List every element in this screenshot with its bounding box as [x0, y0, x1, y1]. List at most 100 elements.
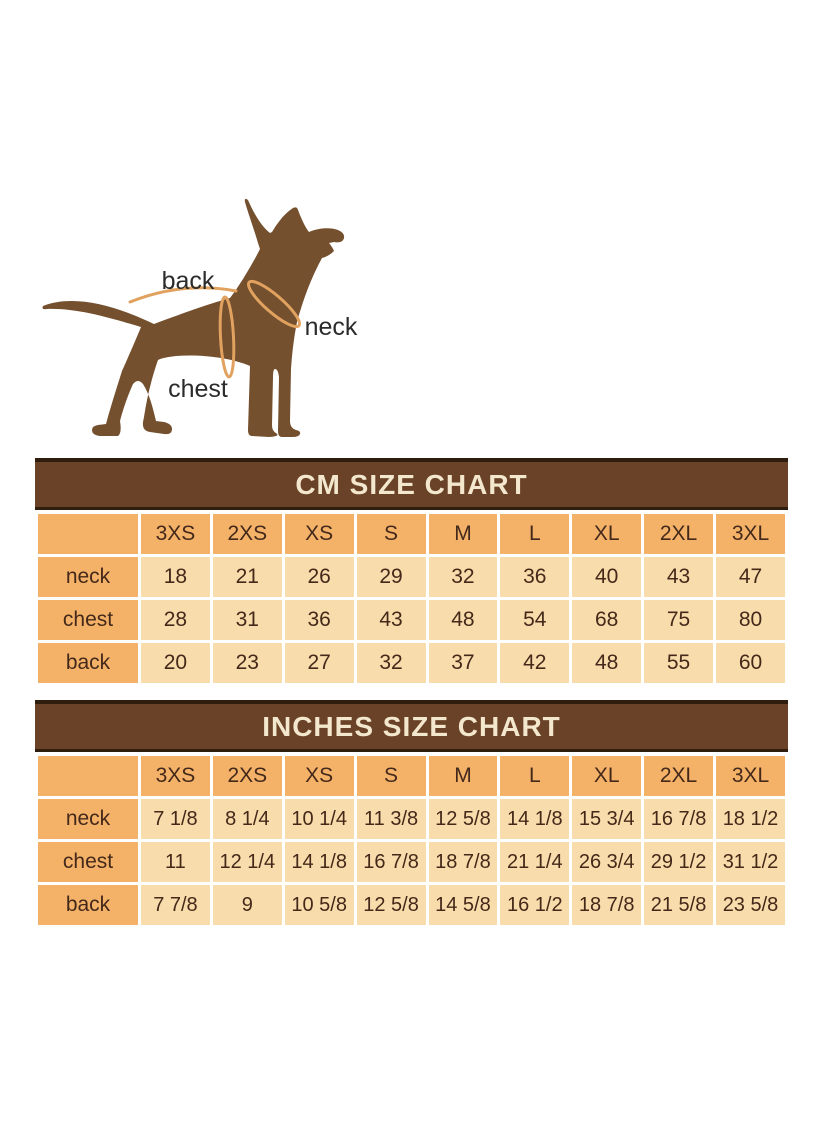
inches-neck-value: 8 1/4 — [212, 799, 282, 839]
cm-chest-value: 75 — [644, 600, 713, 640]
cm-size-header: 2XS — [212, 514, 282, 554]
inches-chest-row: chest 11 12 1/4 14 1/8 16 7/8 18 7/8 21 … — [38, 842, 785, 882]
cm-row-label: back — [38, 643, 138, 683]
cm-size-chart: CM SIZE CHART 3XS 2XS XS S M L XL 2XL 3X… — [35, 458, 788, 686]
cm-neck-value: 18 — [141, 557, 210, 597]
cm-neck-value: 43 — [644, 557, 713, 597]
inches-back-value: 12 5/8 — [356, 885, 426, 925]
inches-size-header: 2XS — [212, 756, 282, 796]
cm-size-header-row: 3XS 2XS XS S M L XL 2XL 3XL — [38, 514, 785, 554]
cm-neck-value: 29 — [356, 557, 426, 597]
cm-chart-table: 3XS 2XS XS S M L XL 2XL 3XL neck 18 21 2… — [35, 511, 788, 686]
cm-back-value: 60 — [716, 643, 785, 683]
cm-back-value: 48 — [572, 643, 642, 683]
inches-neck-value: 16 7/8 — [644, 799, 713, 839]
cm-neck-value: 40 — [572, 557, 642, 597]
cm-chest-value: 54 — [500, 600, 570, 640]
cm-neck-value: 36 — [500, 557, 570, 597]
inches-neck-value: 14 1/8 — [500, 799, 570, 839]
inches-size-header-row: 3XS 2XS XS S M L XL 2XL 3XL — [38, 756, 785, 796]
inches-chest-value: 31 1/2 — [716, 842, 785, 882]
cm-back-value: 42 — [500, 643, 570, 683]
cm-size-header: 3XS — [141, 514, 210, 554]
cm-size-header: 2XL — [644, 514, 713, 554]
inches-back-value: 23 5/8 — [716, 885, 785, 925]
cm-chest-value: 31 — [212, 600, 282, 640]
cm-chest-row: chest 28 31 36 43 48 54 68 75 80 — [38, 600, 785, 640]
cm-back-value: 27 — [284, 643, 354, 683]
inches-back-value: 9 — [212, 885, 282, 925]
back-measure-label: back — [162, 267, 215, 295]
cm-back-value: 23 — [212, 643, 282, 683]
cm-back-value: 32 — [356, 643, 426, 683]
inches-size-header: 2XL — [644, 756, 713, 796]
cm-size-header: S — [356, 514, 426, 554]
cm-neck-value: 21 — [212, 557, 282, 597]
inches-neck-value: 11 3/8 — [356, 799, 426, 839]
cm-size-header: L — [500, 514, 570, 554]
inches-neck-value: 15 3/4 — [572, 799, 642, 839]
inches-neck-value: 10 1/4 — [284, 799, 354, 839]
cm-size-header: 3XL — [716, 514, 785, 554]
cm-chest-value: 28 — [141, 600, 210, 640]
cm-chart-title-band: CM SIZE CHART — [35, 458, 788, 510]
chest-measure-label: chest — [168, 375, 228, 403]
inches-chart-title-band: INCHES SIZE CHART — [35, 700, 788, 752]
neck-measure-line — [246, 279, 302, 329]
dog-silhouette — [42, 198, 345, 437]
inches-neck-value: 18 1/2 — [716, 799, 785, 839]
inches-chest-value: 29 1/2 — [644, 842, 713, 882]
cm-chest-value: 48 — [428, 600, 498, 640]
inches-back-value: 18 7/8 — [572, 885, 642, 925]
inches-back-value: 7 7/8 — [141, 885, 210, 925]
inches-corner-cell — [38, 756, 138, 796]
back-measure-line — [128, 286, 238, 304]
inches-chest-value: 11 — [141, 842, 210, 882]
cm-back-value: 37 — [428, 643, 498, 683]
dog-measurement-diagram: back neck chest — [42, 198, 358, 437]
neck-measure-label: neck — [305, 313, 358, 341]
cm-size-header: XS — [284, 514, 354, 554]
inches-row-label: back — [38, 885, 138, 925]
cm-chest-value: 43 — [356, 600, 426, 640]
inches-neck-value: 7 1/8 — [141, 799, 210, 839]
cm-row-label: neck — [38, 557, 138, 597]
cm-chest-value: 80 — [716, 600, 785, 640]
cm-chest-value: 36 — [284, 600, 354, 640]
inches-size-header: XS — [284, 756, 354, 796]
inches-chart-table: 3XS 2XS XS S M L XL 2XL 3XL neck 7 1/8 8… — [35, 753, 788, 928]
inches-size-header: 3XL — [716, 756, 785, 796]
cm-size-header: M — [428, 514, 498, 554]
inches-chest-value: 12 1/4 — [212, 842, 282, 882]
inches-back-value: 10 5/8 — [284, 885, 354, 925]
inches-chart-title: INCHES SIZE CHART — [262, 710, 561, 742]
cm-size-header: XL — [572, 514, 642, 554]
cm-row-label: chest — [38, 600, 138, 640]
inches-size-header: XL — [572, 756, 642, 796]
cm-back-value: 55 — [644, 643, 713, 683]
inches-chest-value: 26 3/4 — [572, 842, 642, 882]
inches-row-label: neck — [38, 799, 138, 839]
inches-back-value: 16 1/2 — [500, 885, 570, 925]
cm-neck-value: 26 — [284, 557, 354, 597]
inches-chest-value: 16 7/8 — [356, 842, 426, 882]
cm-neck-row: neck 18 21 26 29 32 36 40 43 47 — [38, 557, 785, 597]
inches-size-header: M — [428, 756, 498, 796]
inches-size-header: S — [356, 756, 426, 796]
cm-neck-value: 47 — [716, 557, 785, 597]
inches-size-chart: INCHES SIZE CHART 3XS 2XS XS S M L XL 2X… — [35, 700, 788, 928]
cm-corner-cell — [38, 514, 138, 554]
cm-back-row: back 20 23 27 32 37 42 48 55 60 — [38, 643, 785, 683]
cm-back-value: 20 — [141, 643, 210, 683]
inches-back-value: 14 5/8 — [428, 885, 498, 925]
cm-neck-value: 32 — [428, 557, 498, 597]
inches-size-header: 3XS — [141, 756, 210, 796]
inches-neck-value: 12 5/8 — [428, 799, 498, 839]
cm-chest-value: 68 — [572, 600, 642, 640]
chest-measure-line — [218, 295, 236, 379]
inches-back-row: back 7 7/8 9 10 5/8 12 5/8 14 5/8 16 1/2… — [38, 885, 785, 925]
inches-row-label: chest — [38, 842, 138, 882]
cm-chart-title: CM SIZE CHART — [295, 468, 528, 500]
inches-size-header: L — [500, 756, 570, 796]
inches-chest-value: 14 1/8 — [284, 842, 354, 882]
